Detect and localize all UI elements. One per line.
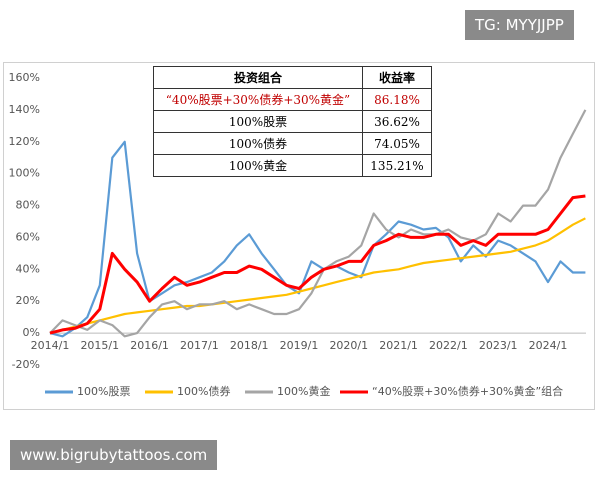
x-tick-label: 2017/1 [180,339,219,352]
series-line [49,194,586,335]
x-tick-label: 2020/1 [329,339,368,352]
legend-label: 100%股票 [77,385,130,398]
table-cell: 100%债券 [153,132,363,155]
table-cell: 100%黄金 [153,154,363,177]
y-tick-label: 100% [9,167,40,180]
y-tick-label: -20% [12,358,40,371]
y-tick-label: 0% [23,326,40,339]
table-cell: “40%股票+30%债券+30%黄金” [153,88,363,111]
y-tick-label: 80% [16,199,40,212]
x-tick-label: 2024/1 [529,339,568,352]
x-tick-label: 2015/1 [80,339,119,352]
table-header: 收益率 [362,66,432,89]
legend-label: 100%债券 [177,384,230,398]
table-row: 100%黄金 135.21% [153,154,432,177]
series-line [49,109,587,338]
x-tick-label: 2014/1 [31,339,70,352]
watermark: www.bigrubytattoos.com [10,440,218,470]
return-table: 投资组合 收益率 “40%股票+30%债券+30%黄金” 86.18% 100%股票 3… [153,66,432,177]
table-header: 投资组合 [153,66,363,89]
y-tick-label: 60% [16,230,40,243]
table-cell: 74.05% [362,132,432,155]
table-row: “40%股票+30%债券+30%黄金” 86.18% [153,88,432,111]
x-tick-label: 2022/1 [429,339,468,352]
chart-frame [3,62,595,410]
legend-label: 100%黄金 [277,384,330,398]
x-tick-label: 2019/1 [280,339,319,352]
table-row: 100%股票 36.62% [153,110,432,133]
table-cell: 135.21% [362,154,432,177]
y-tick-label: 20% [16,294,40,307]
legend-label: “40%股票+30%债券+30%黄金”组合 [372,384,563,398]
series-line [49,140,586,338]
table-cell: 100%股票 [153,110,363,133]
watermark: TG: MYYJJPP [465,10,574,40]
y-tick-label: 160% [9,71,40,84]
table-row: 100%债券 74.05% [153,132,432,155]
x-tick-label: 2021/1 [379,339,418,352]
y-tick-label: 40% [16,262,40,275]
y-tick-label: 120% [9,135,40,148]
y-tick-label: 140% [9,103,40,116]
x-tick-label: 2018/1 [230,339,269,352]
x-tick-label: 2016/1 [130,339,169,352]
table-cell: 86.18% [362,88,432,111]
table-cell: 36.62% [362,110,432,133]
series-line [49,217,586,335]
x-tick-label: 2023/1 [479,339,518,352]
